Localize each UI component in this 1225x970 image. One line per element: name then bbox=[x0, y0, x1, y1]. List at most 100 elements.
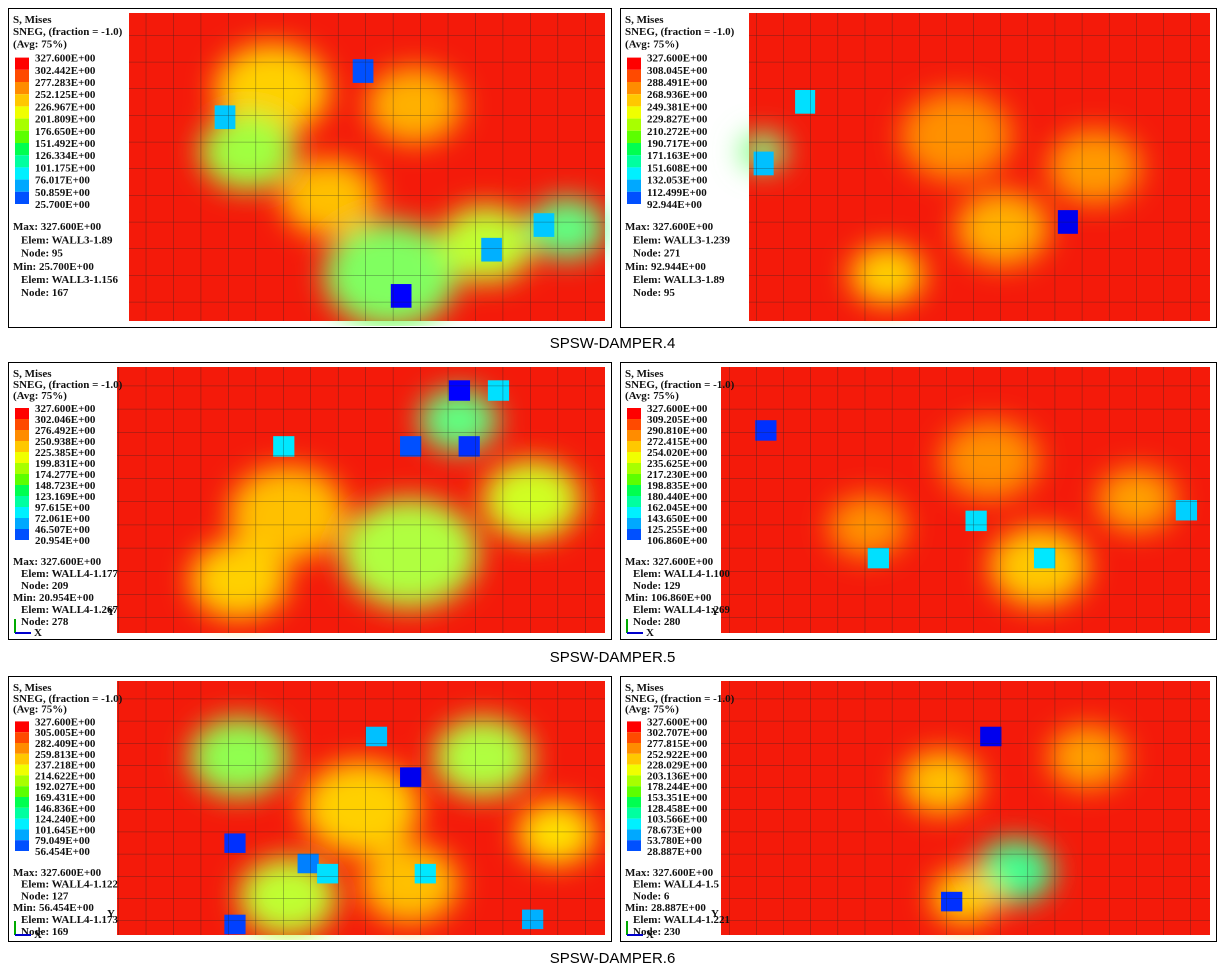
extreme-info: Elem: WALL4-1.122 bbox=[21, 879, 118, 891]
legend-swatch bbox=[627, 507, 641, 518]
legend-swatch bbox=[15, 507, 29, 518]
legend-swatch bbox=[627, 452, 641, 463]
legend-swatch bbox=[627, 765, 641, 776]
legend-swatch bbox=[15, 430, 29, 441]
triad-label: X bbox=[34, 627, 42, 638]
extreme-info: Min: 92.944E+00 bbox=[625, 261, 706, 273]
legend-swatch bbox=[15, 452, 29, 463]
legend-header: (Avg: 75%) bbox=[13, 38, 67, 50]
legend-swatch bbox=[15, 786, 29, 797]
legend-value: 327.600E+00 bbox=[35, 53, 96, 65]
legend-swatch bbox=[627, 106, 641, 118]
legend-value: 252.125E+00 bbox=[35, 89, 96, 101]
extreme-info: Node: 209 bbox=[21, 580, 69, 592]
caption: SPSW-DAMPER.5 bbox=[0, 649, 1225, 666]
legend-value: 92.944E+00 bbox=[647, 199, 702, 211]
panel-svg: S, MisesSNEG, (fraction = -1.0)(Avg: 75%… bbox=[9, 9, 610, 326]
panel-svg: S, MisesSNEG, (fraction = -1.0)(Avg: 75%… bbox=[9, 363, 610, 638]
triad-label: X bbox=[646, 627, 654, 638]
extreme-info: Elem: WALL3-1.239 bbox=[633, 234, 730, 246]
legend-swatch bbox=[627, 192, 641, 204]
legend-swatch bbox=[15, 180, 29, 192]
legend-swatch bbox=[15, 518, 29, 529]
legend-value: 151.492E+00 bbox=[35, 138, 96, 150]
extreme-info: Node: 278 bbox=[21, 616, 69, 628]
legend-swatch bbox=[627, 143, 641, 155]
extreme-info: Node: 95 bbox=[633, 287, 675, 299]
triad-label: Y bbox=[711, 908, 719, 920]
extreme-info: Node: 6 bbox=[633, 890, 670, 902]
legend-value: 112.499E+00 bbox=[647, 187, 707, 199]
extreme-info: Max: 327.600E+00 bbox=[625, 221, 714, 233]
legend-value: 308.045E+00 bbox=[647, 65, 708, 77]
legend-swatch bbox=[15, 94, 29, 106]
legend-header: (Avg: 75%) bbox=[13, 390, 67, 402]
legend-value: 28.887E+00 bbox=[647, 846, 702, 858]
legend-value: 126.334E+00 bbox=[35, 150, 96, 162]
legend-value: 106.860E+00 bbox=[647, 535, 708, 547]
legend-swatch bbox=[627, 474, 641, 485]
contour-panel: S, MisesSNEG, (fraction = -1.0)(Avg: 75%… bbox=[620, 676, 1217, 942]
extreme-info: Node: 167 bbox=[21, 287, 69, 299]
legend-swatch bbox=[15, 408, 29, 419]
legend-swatch bbox=[15, 106, 29, 118]
legend-header: SNEG, (fraction = -1.0) bbox=[13, 26, 123, 38]
legend-swatch bbox=[627, 94, 641, 106]
legend-swatch bbox=[627, 496, 641, 507]
extreme-info: Elem: WALL3-1.89 bbox=[21, 234, 113, 246]
legend-swatch bbox=[15, 840, 29, 851]
extreme-info: Elem: WALL4-1.267 bbox=[21, 604, 118, 616]
legend-swatch bbox=[15, 765, 29, 776]
legend-swatch bbox=[15, 808, 29, 819]
legend-swatch bbox=[15, 131, 29, 143]
extreme-info: Max: 327.600E+00 bbox=[13, 867, 102, 879]
legend-header: (Avg: 75%) bbox=[625, 704, 679, 716]
mesh-grid bbox=[129, 13, 605, 321]
extreme-info: Max: 327.600E+00 bbox=[625, 556, 714, 568]
extreme-info: Elem: WALL4-1.100 bbox=[633, 568, 730, 580]
extreme-info: Elem: WALL4-1.173 bbox=[21, 914, 118, 926]
legend-value: 268.936E+00 bbox=[647, 89, 708, 101]
legend-swatch bbox=[15, 441, 29, 452]
legend-swatch bbox=[627, 408, 641, 419]
legend-swatch bbox=[627, 808, 641, 819]
triad-label: Y bbox=[107, 908, 115, 920]
legend-value: 76.017E+00 bbox=[35, 175, 90, 187]
extreme-info: Min: 106.860E+00 bbox=[625, 592, 712, 604]
legend-swatch bbox=[627, 485, 641, 496]
extreme-info: Min: 28.887E+00 bbox=[625, 902, 706, 914]
legend-swatch bbox=[15, 70, 29, 82]
mesh-grid bbox=[721, 681, 1210, 935]
extreme-info: Node: 95 bbox=[21, 248, 63, 260]
extreme-info: Node: 129 bbox=[633, 580, 681, 592]
legend-swatch bbox=[627, 131, 641, 143]
legend-swatch bbox=[15, 496, 29, 507]
legend-swatch bbox=[15, 829, 29, 840]
legend-swatch bbox=[627, 721, 641, 732]
extreme-info: Max: 327.600E+00 bbox=[13, 221, 102, 233]
caption: SPSW-DAMPER.6 bbox=[0, 950, 1225, 967]
legend-header: (Avg: 75%) bbox=[625, 390, 679, 402]
legend-swatch bbox=[15, 192, 29, 204]
legend-value: 229.827E+00 bbox=[647, 114, 708, 126]
legend-swatch bbox=[15, 167, 29, 179]
legend-swatch bbox=[15, 485, 29, 496]
extreme-info: Elem: WALL4-1.177 bbox=[21, 568, 118, 580]
legend-value: 101.175E+00 bbox=[35, 162, 96, 174]
contour-panel: S, MisesSNEG, (fraction = -1.0)(Avg: 75%… bbox=[8, 8, 612, 328]
legend-value: 176.650E+00 bbox=[35, 126, 96, 138]
extreme-info: Max: 327.600E+00 bbox=[13, 556, 102, 568]
triad-label: X bbox=[646, 929, 654, 940]
mesh-grid bbox=[117, 681, 605, 935]
legend-swatch bbox=[627, 430, 641, 441]
legend-swatch bbox=[627, 119, 641, 131]
triad-label: Y bbox=[107, 606, 115, 618]
legend-swatch bbox=[627, 754, 641, 765]
legend-swatch bbox=[627, 786, 641, 797]
legend-swatch bbox=[627, 82, 641, 94]
legend-swatch bbox=[627, 58, 641, 70]
legend-swatch bbox=[627, 732, 641, 743]
extreme-info: Node: 280 bbox=[633, 616, 681, 628]
